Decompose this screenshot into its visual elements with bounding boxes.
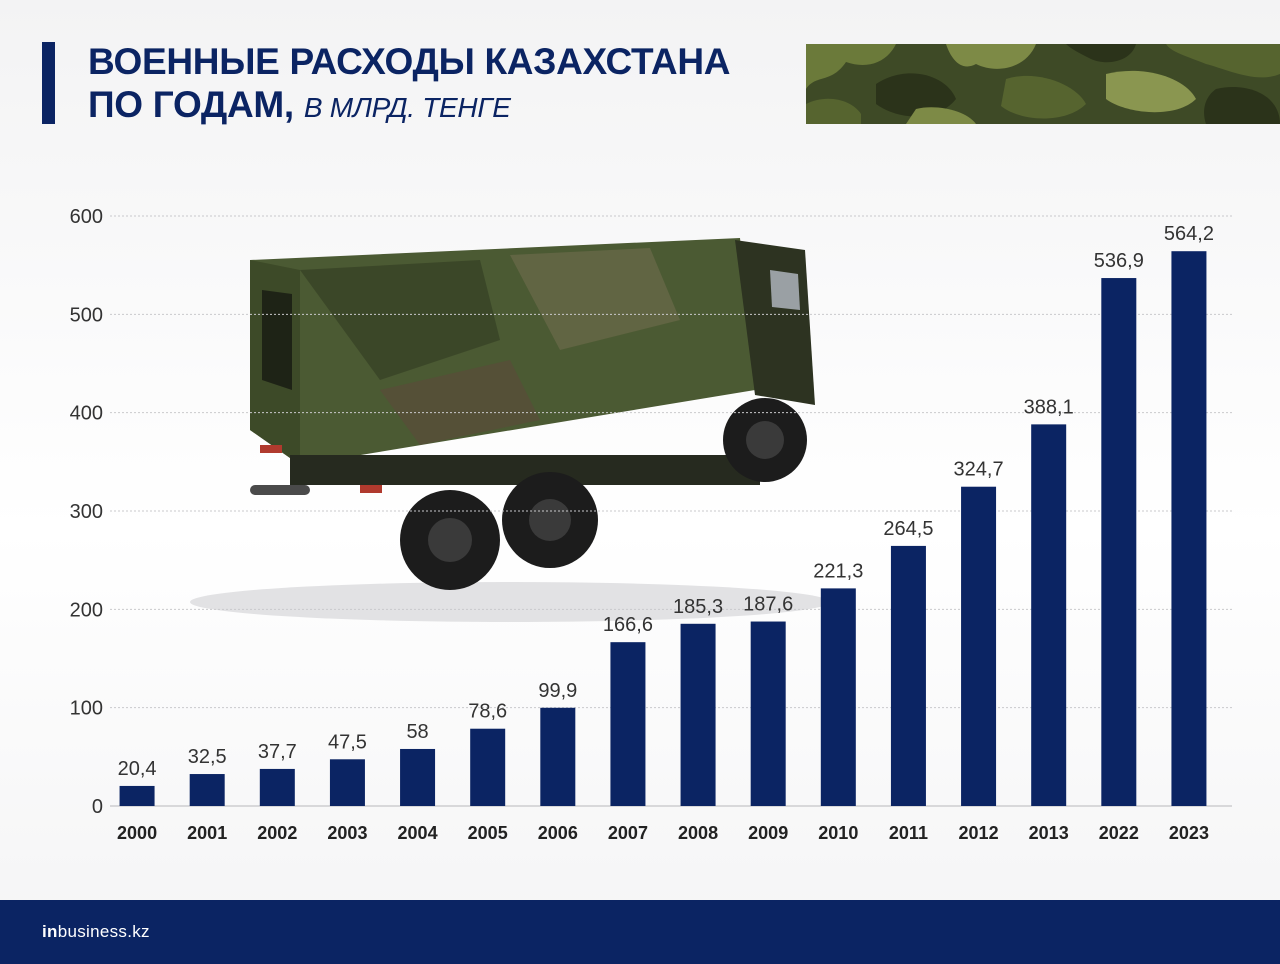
bar	[680, 623, 716, 806]
page-title: ВОЕННЫЕ РАСХОДЫ КАЗАХСТАНА ПО ГОДАМ, В М…	[88, 40, 731, 129]
y-tick-label: 100	[70, 698, 103, 720]
bar-value-label: 78,6	[468, 701, 507, 723]
footer-bar: inbusiness.kz	[0, 900, 1280, 964]
y-tick-label: 0	[92, 796, 103, 818]
bar	[961, 486, 997, 806]
bar	[890, 545, 926, 806]
bar	[610, 642, 646, 806]
logo-rest: business.kz	[57, 922, 150, 941]
bar-value-label: 166,6	[603, 614, 653, 636]
bar-value-label: 388,1	[1024, 396, 1074, 418]
bar-value-label: 32,5	[188, 746, 227, 768]
x-tick-label: 2007	[608, 823, 648, 843]
x-tick-label: 2004	[398, 823, 438, 843]
x-tick-label: 2013	[1029, 823, 1069, 843]
bar	[1031, 424, 1067, 806]
y-tick-label: 200	[70, 599, 103, 621]
x-tick-label: 2003	[327, 823, 367, 843]
x-tick-label: 2006	[538, 823, 578, 843]
x-tick-label: 2005	[468, 823, 508, 843]
title-unit: В МЛРД. ТЕНГЕ	[303, 92, 511, 123]
bar-chart: 0 100 200 300 400 500 600 20,4 2000 32,5 2001 37,7 2…	[70, 206, 1232, 843]
bar-value-label: 221,3	[813, 560, 863, 582]
y-tick-label: 600	[70, 206, 103, 228]
bar-value-label: 37,7	[258, 741, 297, 763]
bar	[750, 621, 786, 806]
title-line-1: ВОЕННЫЕ РАСХОДЫ КАЗАХСТАНА	[88, 41, 731, 82]
military-truck-illustration	[190, 238, 830, 622]
bar	[259, 768, 295, 806]
x-tick-label: 2022	[1099, 823, 1139, 843]
bar-value-label: 324,7	[954, 459, 1004, 481]
bar-value-label: 564,2	[1164, 223, 1214, 245]
y-tick-label: 500	[70, 304, 103, 326]
x-tick-label: 2001	[187, 823, 227, 843]
bar	[119, 785, 155, 806]
bar	[189, 774, 225, 806]
x-tick-label: 2023	[1169, 823, 1209, 843]
x-tick-label: 2000	[117, 823, 157, 843]
bar	[470, 728, 506, 806]
y-tick-label: 400	[70, 403, 103, 425]
x-tick-label: 2011	[889, 823, 928, 843]
title-accent-bar	[42, 42, 55, 124]
title-line-2-text: ПО ГОДАМ,	[88, 84, 294, 125]
x-tick-label: 2012	[959, 823, 999, 843]
bar-value-label: 264,5	[883, 518, 933, 540]
bars-layer	[119, 251, 1207, 806]
inbusiness-logo[interactable]: inbusiness.kz	[42, 922, 150, 942]
x-tick-label: 2010	[818, 823, 858, 843]
camouflage-pattern	[806, 44, 1280, 124]
title-line-2: ПО ГОДАМ, В МЛРД. ТЕНГЕ	[88, 83, 730, 129]
y-tick-label: 300	[70, 501, 103, 523]
bar-value-label: 187,6	[743, 594, 793, 616]
bar	[540, 707, 576, 806]
labels-layer: 0 100 200 300 400 500 600 20,4 2000 32,5 2001 37,7 2…	[70, 206, 1214, 843]
bar-value-label: 47,5	[328, 731, 367, 753]
bar-value-label: 58	[406, 721, 428, 743]
bar-value-label: 536,9	[1094, 250, 1144, 272]
bar-value-label: 185,3	[673, 596, 723, 618]
bar-value-label: 20,4	[118, 758, 157, 780]
x-tick-label: 2009	[748, 823, 788, 843]
bar-value-label: 99,9	[538, 680, 577, 702]
logo-prefix: in	[42, 922, 58, 941]
x-tick-label: 2008	[678, 823, 718, 843]
bar	[1171, 251, 1207, 806]
x-tick-label: 2002	[257, 823, 297, 843]
bar	[1101, 278, 1137, 806]
bar	[400, 748, 436, 806]
bar	[329, 759, 365, 806]
bar	[820, 588, 856, 806]
